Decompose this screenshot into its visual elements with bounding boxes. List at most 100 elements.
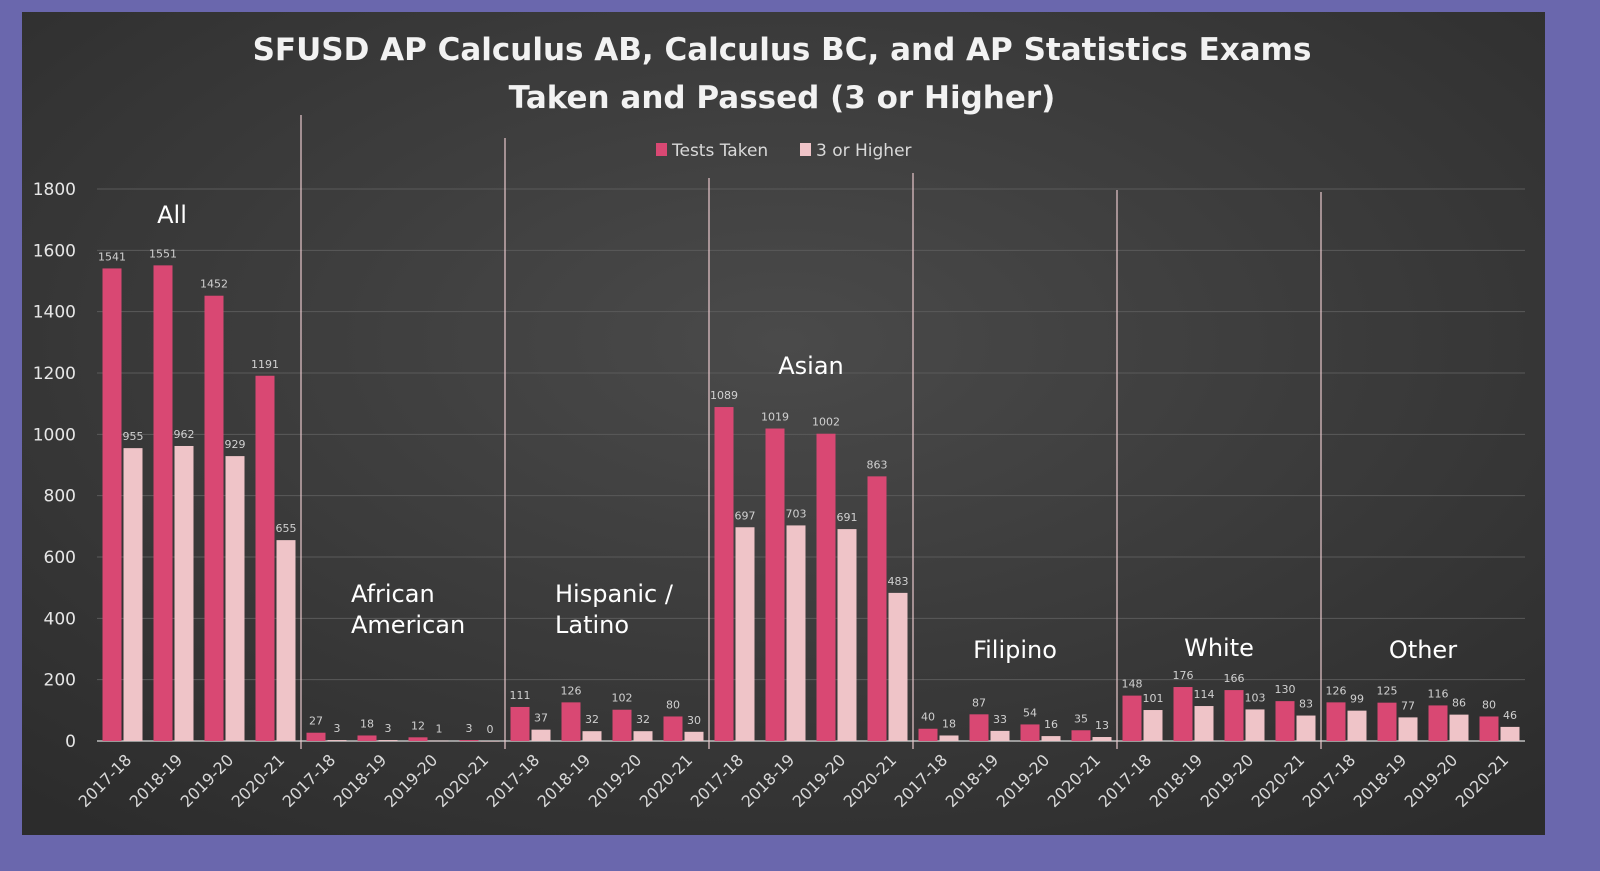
bar-taken bbox=[969, 714, 989, 741]
data-label: 1551 bbox=[149, 247, 177, 260]
bar-taken bbox=[510, 706, 530, 741]
bar-passed bbox=[1347, 710, 1367, 741]
bar-taken bbox=[918, 728, 938, 741]
bar-passed bbox=[1398, 717, 1418, 741]
data-label: 0 bbox=[487, 723, 494, 736]
bar-taken bbox=[1071, 730, 1091, 741]
bar-passed bbox=[735, 527, 755, 741]
bar-passed bbox=[1245, 709, 1265, 741]
data-label: 18 bbox=[942, 717, 956, 730]
bar-passed bbox=[1041, 736, 1061, 741]
y-tick-label: 1000 bbox=[33, 425, 76, 445]
bar-passed bbox=[684, 731, 704, 741]
data-label: 1002 bbox=[812, 416, 840, 429]
bar-passed bbox=[633, 731, 653, 741]
bar-passed bbox=[1143, 710, 1163, 741]
data-label: 103 bbox=[1245, 691, 1266, 704]
bar-taken bbox=[306, 732, 326, 741]
group-label: Latino bbox=[555, 611, 629, 639]
bar-passed bbox=[990, 730, 1010, 741]
data-label: 18 bbox=[360, 717, 374, 730]
data-label: 16 bbox=[1044, 718, 1058, 731]
data-label: 483 bbox=[888, 575, 909, 588]
legend-swatch bbox=[656, 143, 667, 156]
data-label: 697 bbox=[735, 509, 756, 522]
group-label: All bbox=[157, 201, 187, 229]
legend-label: 3 or Higher bbox=[816, 141, 912, 161]
bar-taken bbox=[102, 268, 122, 741]
data-label: 46 bbox=[1503, 709, 1517, 722]
group-label: Filipino bbox=[973, 636, 1057, 664]
bar-taken bbox=[1377, 702, 1397, 741]
data-label: 148 bbox=[1122, 678, 1143, 691]
group-label: Other bbox=[1389, 636, 1457, 664]
bar-passed bbox=[225, 456, 245, 741]
data-label: 40 bbox=[921, 711, 935, 724]
data-label: 1089 bbox=[710, 389, 738, 402]
legend: Tests Taken 3 or Higher bbox=[656, 141, 912, 161]
bar-passed bbox=[480, 741, 500, 742]
bar-passed bbox=[378, 740, 398, 741]
bar-taken bbox=[1428, 705, 1448, 741]
group-label: White bbox=[1184, 634, 1254, 662]
data-label: 1541 bbox=[98, 250, 126, 263]
bar-taken bbox=[561, 702, 581, 741]
data-label: 3 bbox=[466, 722, 473, 735]
data-label: 166 bbox=[1224, 672, 1245, 685]
bar-taken bbox=[255, 375, 275, 741]
data-label: 1452 bbox=[200, 278, 228, 291]
data-label: 703 bbox=[786, 507, 807, 520]
y-tick-label: 800 bbox=[44, 487, 76, 507]
bar-taken bbox=[765, 428, 785, 741]
bar-passed bbox=[786, 525, 806, 741]
bar-taken bbox=[408, 737, 428, 741]
bar-taken bbox=[1020, 724, 1040, 741]
data-label: 1 bbox=[436, 723, 443, 736]
bar-passed bbox=[327, 740, 347, 741]
bar-passed bbox=[276, 540, 296, 741]
bar-passed bbox=[939, 735, 959, 741]
bar-taken bbox=[1173, 687, 1193, 741]
bar-taken bbox=[612, 709, 632, 741]
data-label: 30 bbox=[687, 714, 701, 727]
bar-passed bbox=[123, 448, 143, 741]
data-label: 37 bbox=[534, 712, 548, 725]
data-label: 1019 bbox=[761, 411, 789, 424]
bar-passed bbox=[429, 740, 449, 742]
bar-taken bbox=[714, 407, 734, 741]
chart-title: SFUSD AP Calculus AB, Calculus BC, and A… bbox=[253, 32, 1312, 68]
bar-taken bbox=[663, 716, 683, 741]
y-tick-label: 1800 bbox=[33, 180, 76, 200]
bar-taken bbox=[816, 433, 836, 741]
data-label: 33 bbox=[993, 713, 1007, 726]
data-label: 130 bbox=[1275, 683, 1296, 696]
y-tick-label: 600 bbox=[44, 548, 76, 568]
y-tick-label: 1200 bbox=[33, 364, 76, 384]
data-label: 655 bbox=[276, 522, 297, 535]
y-tick-label: 0 bbox=[65, 732, 76, 752]
bar-passed bbox=[531, 729, 551, 741]
y-tick-label: 1600 bbox=[33, 241, 76, 261]
bar-passed bbox=[1092, 737, 1112, 741]
data-label: 54 bbox=[1023, 706, 1037, 719]
group-label: Asian bbox=[778, 352, 844, 380]
data-label: 691 bbox=[837, 511, 858, 524]
data-label: 80 bbox=[666, 698, 680, 711]
data-label: 101 bbox=[1143, 692, 1164, 705]
data-label: 35 bbox=[1074, 712, 1088, 725]
legend-swatch bbox=[800, 143, 811, 156]
data-label: 13 bbox=[1095, 719, 1109, 732]
data-label: 32 bbox=[585, 713, 599, 726]
legend-label: Tests Taken bbox=[671, 141, 768, 161]
data-label: 3 bbox=[334, 722, 341, 735]
bar-passed bbox=[582, 731, 602, 741]
bar-taken bbox=[867, 476, 887, 741]
bar-taken bbox=[1275, 701, 1295, 741]
data-label: 86 bbox=[1452, 697, 1466, 710]
data-label: 111 bbox=[510, 689, 531, 702]
data-label: 962 bbox=[174, 428, 195, 441]
data-label: 929 bbox=[225, 438, 246, 451]
bar-passed bbox=[1194, 706, 1214, 741]
data-label: 32 bbox=[636, 713, 650, 726]
